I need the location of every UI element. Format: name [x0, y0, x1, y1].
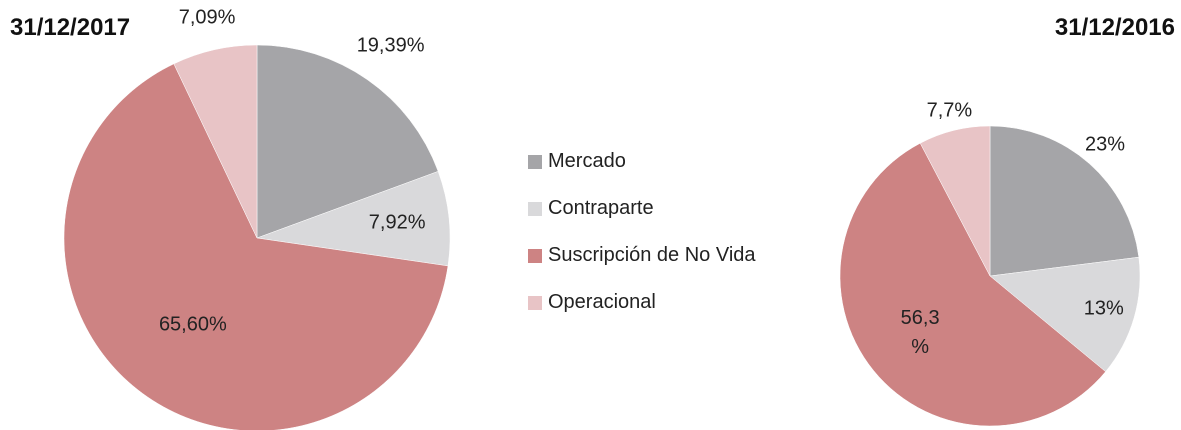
legend-label: Mercado [548, 150, 626, 172]
pie-slice [919, 125, 991, 277]
chart-title: 31/12/2016 [1054, 14, 1175, 41]
legend-swatch [528, 248, 542, 263]
data-label: 65,60% [158, 313, 227, 336]
pie-slice [989, 256, 1141, 372]
data-label: 23% [1085, 133, 1126, 156]
pie-slice [256, 44, 439, 239]
data-label: 7,92% [368, 211, 426, 234]
legend-label: Operacional [548, 291, 656, 313]
data-label: 56,3 % [900, 306, 940, 358]
data-label: 7,7% [926, 99, 973, 122]
data-label: 7,09% [178, 6, 236, 29]
legend-swatch [528, 154, 542, 169]
legend-swatch [528, 295, 542, 310]
legend-item: Suscripción de No Vida [528, 244, 756, 267]
pie-slice [839, 142, 1106, 427]
pie-slice [63, 63, 449, 430]
legend-item: Mercado [528, 150, 626, 173]
pie-slice [256, 171, 451, 267]
legend-item: Contraparte [528, 197, 654, 220]
legend-item: Operacional [528, 291, 656, 314]
pie-slice [173, 44, 258, 239]
pie-slice [989, 125, 1140, 277]
legend-swatch [528, 201, 542, 216]
data-label: 19,39% [356, 34, 425, 57]
chart-title: 31/12/2017 [10, 14, 131, 41]
legend-label: Suscripción de No Vida [548, 244, 756, 266]
data-label: 13% [1083, 297, 1124, 320]
legend-label: Contraparte [548, 197, 654, 219]
